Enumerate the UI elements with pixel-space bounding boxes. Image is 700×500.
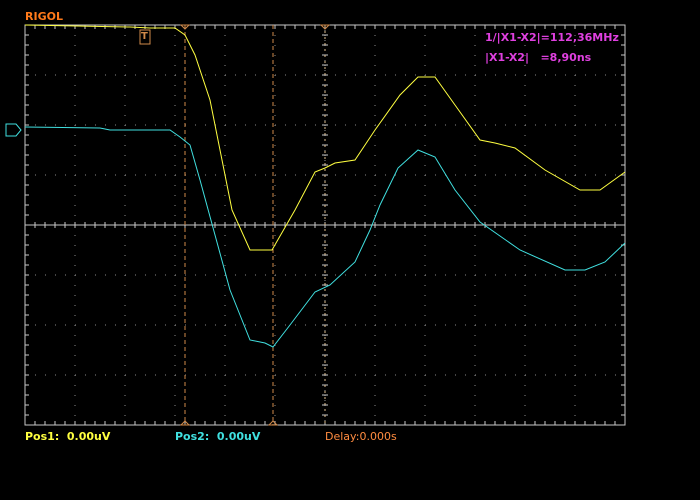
brand: RIGOL <box>25 10 63 23</box>
channel-1-trace <box>24 24 626 251</box>
measurement: |X1-X2| =8,90ns <box>485 51 592 64</box>
grid <box>24 24 626 426</box>
trigger-marker-box <box>139 29 151 45</box>
cursor-marks <box>179 24 331 426</box>
channel-1-position: Pos1: 0.00uV <box>25 430 111 443</box>
delay: Delay:0.000s <box>325 430 397 443</box>
measurement: 1/|X1-X2|=112,36MHz <box>485 31 619 44</box>
channel-2-marker <box>5 123 22 137</box>
trigger-marker: T <box>141 31 148 42</box>
channel-2-trace <box>24 126 626 348</box>
channel-2-position: Pos2: 0.00uV <box>175 430 261 443</box>
